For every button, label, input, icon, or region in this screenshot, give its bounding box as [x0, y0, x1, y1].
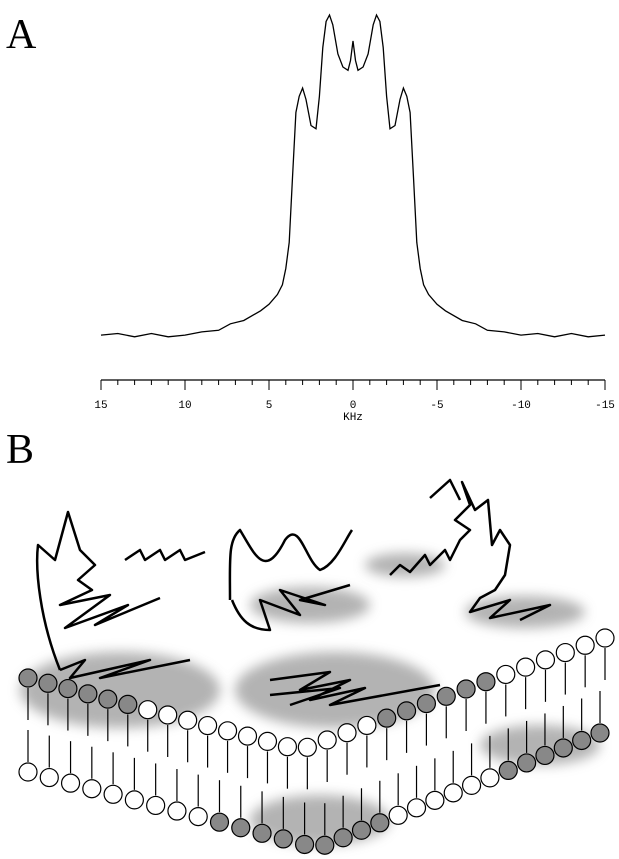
lipid-head	[98, 689, 118, 709]
x-tick-label: 5	[266, 400, 273, 412]
lipid-head	[496, 664, 516, 685]
x-tick-label: -5	[430, 400, 443, 412]
lipid-head	[416, 693, 437, 714]
lipid-head	[60, 773, 81, 793]
membrane-diagram	[18, 478, 615, 855]
lipid-head	[217, 721, 238, 741]
x-axis-label: KHz	[343, 412, 363, 424]
lipid-head	[294, 834, 315, 855]
lipid-head	[257, 731, 278, 751]
lipid-head	[18, 668, 38, 688]
x-tick-label: 15	[94, 400, 107, 412]
lipid-head	[317, 730, 337, 750]
lipid-head	[357, 715, 377, 736]
lipid-head	[425, 790, 445, 810]
lipid-head	[188, 807, 208, 827]
lipid-head	[18, 762, 38, 782]
lipid-head	[333, 828, 353, 848]
lipid-head	[443, 783, 463, 803]
lipid-head	[82, 779, 102, 799]
spectrum: 15 10 5 0 -5 -10 -15 KHz	[94, 13, 615, 424]
lipid-head	[167, 801, 187, 821]
peptide-chains	[35, 478, 552, 707]
lipid-head	[38, 673, 58, 693]
lipid-head	[377, 708, 397, 728]
lipid-head	[370, 813, 390, 833]
lipid-head	[572, 730, 592, 751]
lipid-head	[198, 715, 218, 736]
lipid-head	[231, 818, 251, 838]
lipid-head	[406, 798, 427, 818]
lipid-head	[535, 745, 555, 766]
lipid-head	[388, 805, 408, 825]
lipid-head	[595, 628, 615, 648]
spectrum-line	[100, 13, 606, 338]
lipid-head	[575, 635, 595, 655]
lipid-head	[252, 823, 272, 843]
lipid-head	[237, 726, 258, 746]
lipid-head	[315, 835, 335, 855]
x-tick-label: 0	[350, 400, 357, 412]
lipid-head	[461, 775, 482, 795]
lipid-head	[476, 672, 496, 692]
lipid-head	[517, 753, 537, 773]
lipid-head	[178, 710, 198, 730]
panel-label: B	[6, 427, 34, 473]
panel-label: A	[6, 12, 37, 58]
lipid-head	[351, 820, 372, 840]
lipid-head	[297, 737, 317, 757]
lipid-head	[498, 760, 518, 781]
lipid-head	[396, 701, 417, 721]
x-tick-label: -10	[511, 400, 531, 412]
lipid-head	[436, 686, 456, 706]
lipid-head	[273, 829, 293, 849]
lipid-head	[118, 694, 138, 715]
lipid-head	[553, 738, 573, 758]
lipid-head	[146, 795, 166, 816]
lipid-head	[138, 700, 158, 720]
lipid-head	[590, 723, 610, 743]
lipid-head	[516, 657, 536, 677]
lipid-head	[39, 767, 59, 788]
lipid-head	[277, 737, 298, 757]
lipid-head	[555, 642, 575, 663]
lipid-head	[209, 812, 230, 832]
lipid-head	[480, 768, 500, 788]
lipid-head	[58, 678, 78, 699]
lipid-head	[124, 790, 144, 810]
lipid-head	[103, 784, 123, 804]
x-tick-label: 10	[178, 400, 191, 412]
lipid-head	[456, 679, 476, 699]
lipid-head	[535, 650, 556, 670]
lipid-head	[158, 705, 178, 725]
lipid-head	[337, 723, 357, 743]
x-tick-label: -15	[595, 400, 615, 412]
lipid-head	[78, 684, 98, 704]
lipid-bilayer	[18, 628, 615, 855]
